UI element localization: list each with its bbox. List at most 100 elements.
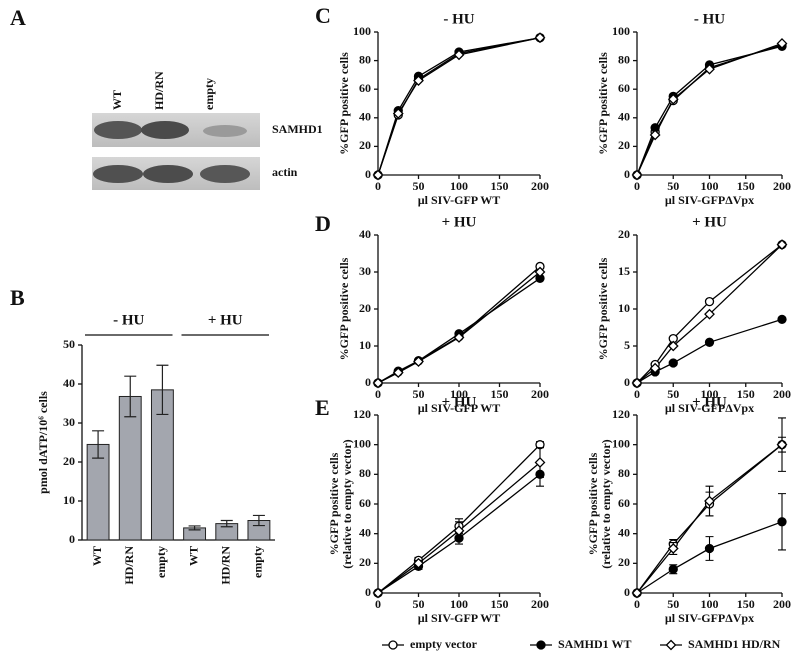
marker [668,358,678,368]
x-tick-label: 200 [773,179,791,193]
y-tick-label: 0 [365,167,371,181]
y-tick-label: 40 [63,376,75,390]
marker [631,587,643,599]
error-bar [220,519,233,528]
x-tick-label: 150 [491,597,509,611]
y-tick-label: 20 [359,138,371,152]
x-tick-label: 100 [450,179,468,193]
x-tick-label: 100 [450,597,468,611]
legend-label: SAMHD1 HD/RN [688,637,781,651]
y-axis-label: %GFP positive cells [337,52,351,155]
y-tick-label: 60 [359,496,371,510]
lane-label: empty [202,78,216,110]
y-tick-label: 0 [69,532,75,546]
marker [413,356,424,367]
x-tick-label: 150 [737,387,755,401]
y-tick-label: 0 [365,375,371,389]
x-tick-label: 0 [375,387,381,401]
y-tick-label: 5 [624,338,630,352]
y-axis-label: %GFP positive cells [596,52,610,155]
y-tick-label: 0 [624,167,630,181]
x-tick-label: 150 [491,179,509,193]
x-axis-label: µl SIV-GFPΔVpx [665,401,754,415]
x-tick-label: 0 [634,597,640,611]
y-tick-label: 100 [353,24,371,38]
y-tick-label: 80 [359,466,371,480]
legend-marker [536,640,546,650]
marker [631,169,643,181]
y-tick-label: 60 [618,81,630,95]
marker [776,439,788,451]
x-axis-label: µl SIV-GFPΔVpx [665,611,754,625]
marker [777,517,787,527]
y-tick-label: 20 [618,138,630,152]
x-tick-label: HD/RN [219,546,233,585]
y-tick-label: 10 [63,493,75,507]
y-axis-label: pmol dATP/10⁶ cells [36,391,50,494]
marker [392,108,404,119]
x-axis-label: µl SIV-GFP WT [418,193,500,207]
y-tick-label: 40 [618,525,630,539]
band-label: SAMHD1 [272,122,323,136]
legend-marker [388,640,398,650]
y-tick-label: 30 [359,264,371,278]
marker [776,38,788,49]
error-bar [156,364,169,416]
lane-label: HD/RN [152,71,166,110]
marker [534,266,546,278]
x-tick-label: 100 [450,387,468,401]
y-tick-label: 30 [63,415,75,429]
y-tick-label: 80 [618,52,630,66]
x-tick-label: 50 [667,387,679,401]
x-tick-label: 0 [634,179,640,193]
marker [704,308,715,320]
series-line [636,444,783,594]
marker [704,296,715,307]
group-label: + HU [208,312,243,328]
legend-label: empty vector [410,637,478,651]
chart-title: + HU [692,394,727,410]
blot-image [92,113,260,190]
band-label: actin [272,165,298,179]
chart-title: + HU [692,214,727,230]
chart-title: + HU [442,214,477,230]
panel-label: C [315,3,331,28]
x-tick-label: 100 [701,387,719,401]
marker [534,32,546,44]
x-tick-label: 100 [701,179,719,193]
marker [372,169,384,181]
series-line [636,444,783,594]
y-tick-label: 20 [359,301,371,315]
error-bar [124,375,137,418]
group-label: - HU [113,312,144,328]
legend-marker [665,639,677,651]
marker [704,495,715,507]
x-axis-label: µl SIV-GFPΔVpx [665,193,754,207]
panel-label: A [10,5,26,30]
x-tick-label: 150 [737,179,755,193]
marker [453,332,465,343]
x-tick-label: WT [186,546,200,566]
x-tick-label: empty [251,546,265,578]
marker [704,63,715,75]
y-axis-label: %GFP positive cells [337,257,351,360]
x-tick-label: 0 [634,387,640,401]
y-tick-label: 0 [365,585,371,599]
chart-title: + HU [442,394,477,410]
panel-label: E [315,395,330,420]
y-axis-label-note: (relative to empty vector) [599,439,613,568]
error-bar [92,430,105,459]
x-tick-label: 50 [413,597,425,611]
series-line [377,473,541,594]
x-tick-label: 200 [531,387,549,401]
panel-label: B [10,285,25,310]
y-axis-label: %GFP positive cells [586,452,600,555]
marker [453,525,465,537]
x-tick-label: 200 [773,597,791,611]
x-tick-label: 50 [413,387,425,401]
marker [372,377,384,389]
x-tick-label: 150 [491,387,509,401]
x-tick-label: 150 [737,597,755,611]
error-bar [252,514,265,527]
